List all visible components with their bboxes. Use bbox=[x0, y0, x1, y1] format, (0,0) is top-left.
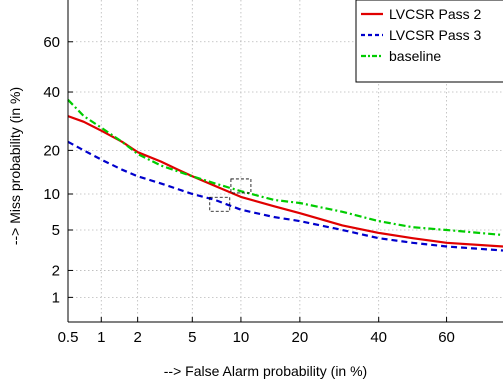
x-tick-label: 60 bbox=[438, 329, 455, 346]
legend: LVCSR Pass 2 LVCSR Pass 3 baseline bbox=[355, 0, 503, 83]
series-line-2 bbox=[67, 140, 503, 252]
annotation-boxes bbox=[209, 178, 252, 212]
y-axis-label: --> Miss probability (in %) bbox=[7, 87, 23, 245]
series-line-3 bbox=[67, 99, 503, 237]
x-tick-label: 5 bbox=[188, 329, 196, 346]
x-tick-label: 10 bbox=[233, 329, 250, 346]
x-tick-label: 1 bbox=[97, 329, 105, 346]
y-tick-label: 1 bbox=[52, 289, 60, 306]
y-tick-label: 5 bbox=[52, 222, 60, 239]
axis-labels: --> False Alarm probability (in %) --> M… bbox=[7, 87, 367, 379]
y-tick-label: 60 bbox=[43, 34, 60, 51]
x-tick-label: 40 bbox=[370, 329, 387, 346]
x-tick-label: 2 bbox=[133, 329, 141, 346]
x-axis-label: --> False Alarm probability (in %) bbox=[164, 363, 367, 379]
series-lines bbox=[67, 99, 503, 252]
grid-lines bbox=[68, 0, 503, 322]
y-tick-label: 10 bbox=[43, 186, 60, 203]
x-tick-label: 0.5 bbox=[58, 329, 79, 346]
legend-label-2: LVCSR Pass 3 bbox=[389, 27, 482, 43]
y-tick-label: 2 bbox=[52, 262, 60, 279]
tick-labels: 0.5 1 2 5 10 20 40 60 1 2 5 10 20 40 60 bbox=[43, 34, 455, 346]
annotation-box-2 bbox=[230, 178, 252, 194]
x-tick-label: 20 bbox=[292, 329, 309, 346]
legend-label-1: LVCSR Pass 2 bbox=[389, 6, 482, 22]
y-tick-label: 20 bbox=[43, 142, 60, 159]
y-tick-label: 40 bbox=[43, 84, 60, 101]
axes bbox=[67, 0, 503, 323]
annotation-box-1 bbox=[209, 196, 231, 212]
legend-label-3: baseline bbox=[389, 48, 441, 64]
